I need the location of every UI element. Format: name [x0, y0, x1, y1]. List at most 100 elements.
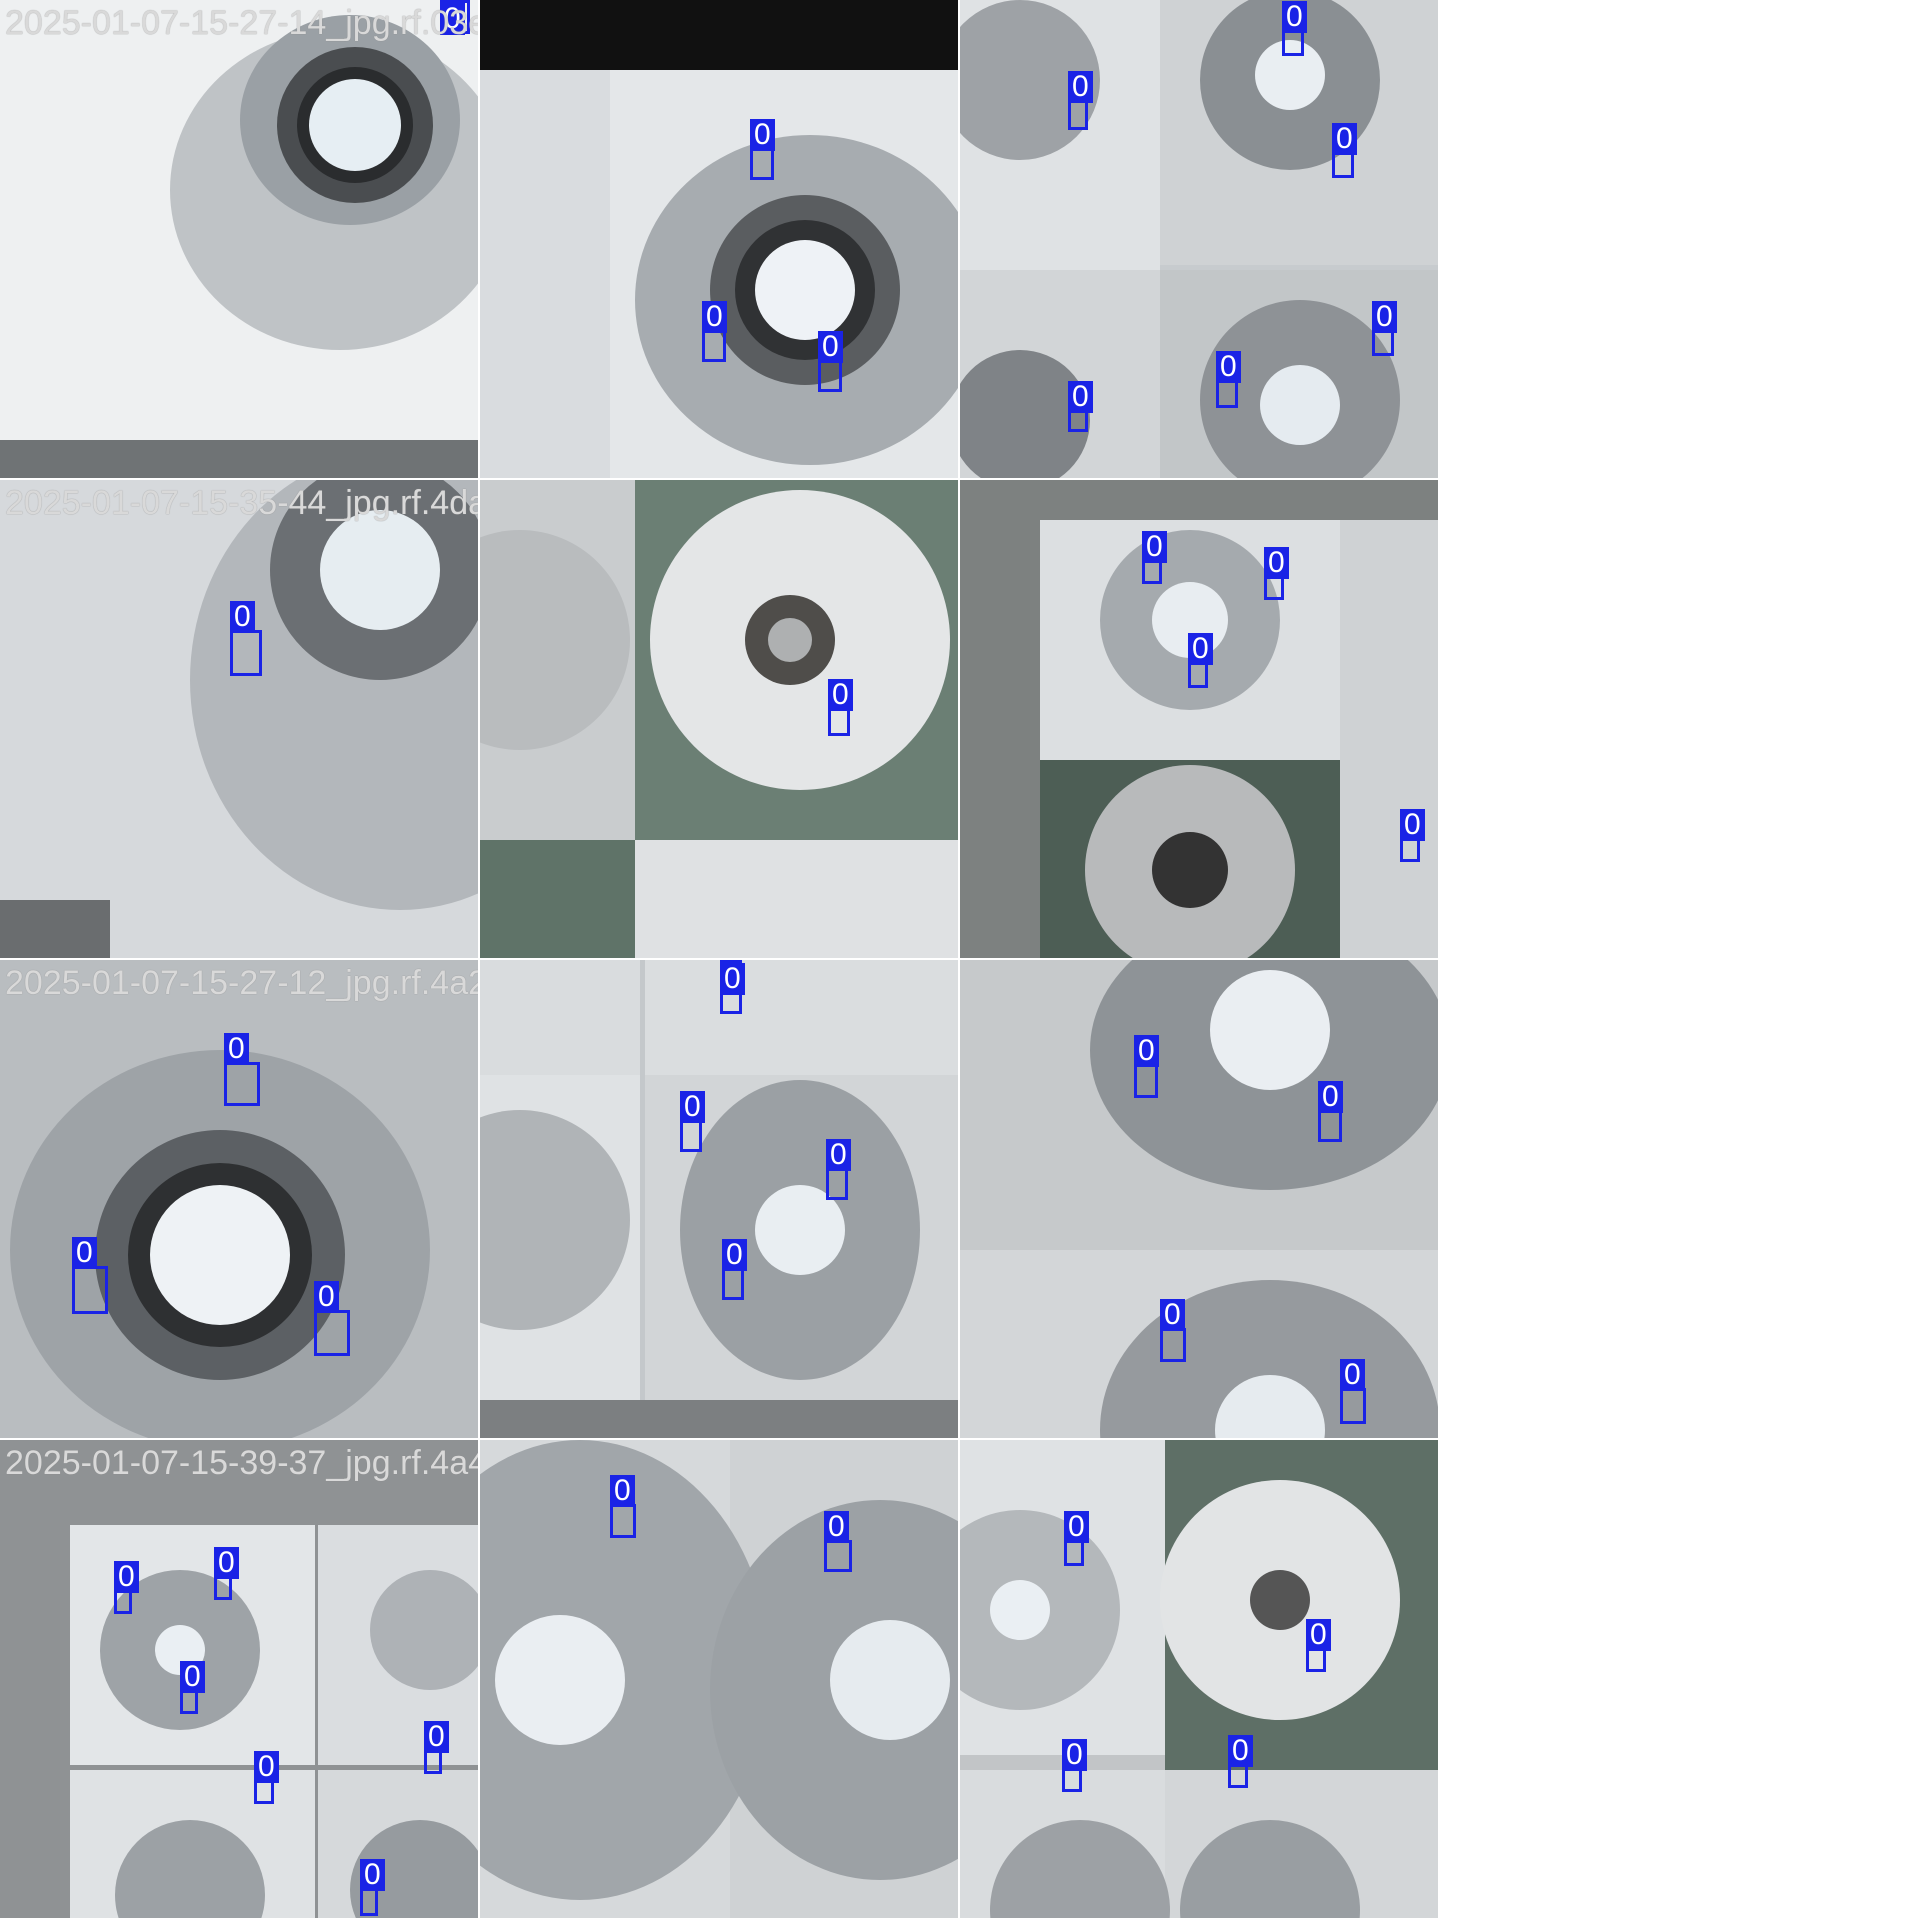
detection-class-label: 0: [214, 1547, 239, 1579]
mosaic-tile: 0 0 0 0: [960, 1440, 1440, 1920]
detection-class-label: 0: [440, 3, 465, 35]
detection-box: 0: [680, 1091, 705, 1152]
detection-class-label: 0: [1306, 1619, 1331, 1651]
detection-class-label: 0: [1188, 633, 1213, 665]
detection-class-label: 0: [1068, 71, 1093, 103]
detection-box: 0: [826, 1139, 851, 1200]
detection-box: 0: [424, 1721, 449, 1774]
detection-box: 0: [1332, 123, 1357, 178]
detection-class-label: 0: [1160, 1299, 1185, 1331]
detection-class-label: 0: [610, 1475, 635, 1507]
detection-box: 0: [1372, 301, 1397, 356]
detection-class-label: 0: [750, 119, 775, 151]
detection-box: 0: [610, 1475, 636, 1538]
detection-class-label: 0: [826, 1139, 851, 1171]
detection-class-label: 0: [230, 601, 255, 633]
detection-box: 0: [214, 1547, 239, 1600]
detection-class-label: 0: [1318, 1081, 1343, 1113]
detection-class-label: 0: [254, 1751, 279, 1783]
detection-class-label: 0: [818, 331, 843, 363]
detection-box: 0: [440, 0, 470, 35]
detection-class-label: 0: [424, 1721, 449, 1753]
detection-class-label: 0: [224, 1033, 249, 1065]
detection-class-label: 0: [1142, 531, 1167, 563]
detection-class-label: 0: [1264, 547, 1289, 579]
detection-box: 0: [72, 1237, 108, 1314]
detection-class-label: 0: [702, 301, 727, 333]
part-photo: [960, 480, 1438, 958]
detection-box: 0: [1400, 809, 1425, 862]
detection-box: 0: [1068, 71, 1093, 130]
part-photo: [0, 480, 478, 958]
detection-class-label: 0: [1332, 123, 1357, 155]
part-photo: [960, 960, 1438, 1438]
mosaic-tile: 0 0 0: [480, 0, 960, 480]
detection-box: 0: [1142, 531, 1167, 584]
detection-box: 0: [750, 119, 775, 180]
detection-box: 0: [722, 1239, 747, 1300]
detection-box: 0: [1340, 1359, 1366, 1424]
detection-class-label: 0: [828, 679, 853, 711]
mosaic-tile: 2025-01-07-15-27-14_jpg.rf.03e48f2d67116…: [0, 0, 480, 480]
detection-class-label: 0: [1400, 809, 1425, 841]
part-photo: [480, 0, 958, 478]
detection-box: 0: [1160, 1299, 1186, 1362]
detection-box: 0: [1188, 633, 1213, 688]
mosaic-tile: 0: [480, 480, 960, 960]
detection-box: 0: [314, 1281, 350, 1356]
detection-box: 0: [818, 331, 843, 392]
detection-class-label: 0: [680, 1091, 705, 1123]
detection-class-label: 0: [1068, 381, 1093, 413]
mosaic-tile: 0 0: [480, 1440, 960, 1920]
detection-box: 0: [180, 1661, 205, 1714]
part-photo: [480, 1440, 958, 1918]
mosaic-tile: 2025-01-07-15-35-44_jpg.rf.4da394f52aa5_…: [0, 480, 480, 960]
detection-box: 0: [114, 1561, 139, 1614]
detection-class-label: 0: [722, 1239, 747, 1271]
mosaic-tile: 2025-01-07-15-27-12_jpg.rf.4a25ec10b9e52…: [0, 960, 480, 1440]
mosaic-tile: 0 0 0 0: [480, 960, 960, 1440]
detection-box: 0: [1134, 1035, 1159, 1098]
detection-box: 0: [702, 301, 727, 362]
detection-class-label: 0: [1228, 1735, 1253, 1767]
detection-class-label: 0: [1062, 1739, 1087, 1771]
detection-class-label: 0: [1134, 1035, 1159, 1067]
mosaic-tile: 0 0 0 0 0 0: [960, 0, 1440, 480]
detection-class-label: 0: [360, 1859, 385, 1891]
detection-box: 0: [230, 601, 262, 676]
detection-class-label: 0: [114, 1561, 139, 1593]
part-photo: [960, 0, 1438, 478]
detection-box: 0: [1064, 1511, 1089, 1566]
detection-class-label: 0: [1216, 351, 1241, 383]
detection-class-label: 0: [1282, 1, 1307, 33]
mosaic-tile: 2025-01-07-15-39-37_jpg.rf.4a4f6b02ed7ce…: [0, 1440, 480, 1920]
detection-class-label: 0: [180, 1661, 205, 1693]
detection-box: 0: [254, 1751, 279, 1804]
detection-box: 0: [1216, 351, 1241, 408]
mosaic-tile: 0 0 0 0: [960, 480, 1440, 960]
part-photo: [480, 480, 958, 958]
detection-box: 0: [224, 1033, 260, 1106]
mosaic-tile: 0 0 0 0: [960, 960, 1440, 1440]
detection-box: 0: [824, 1511, 852, 1572]
detection-box: 0: [1318, 1081, 1343, 1142]
detection-class-label: 0: [314, 1281, 339, 1313]
detection-box: 0: [1264, 547, 1289, 600]
detection-box: 0: [360, 1859, 385, 1916]
detection-box: 0: [1282, 1, 1307, 56]
detection-box: 0: [1228, 1735, 1253, 1788]
part-photo: [0, 0, 478, 478]
detection-box: 0: [1062, 1739, 1087, 1792]
detection-class-label: 0: [72, 1237, 97, 1269]
part-photo: [960, 1440, 1438, 1918]
detection-class-label: 0: [1372, 301, 1397, 333]
detection-box: 0: [1306, 1619, 1331, 1672]
part-photo: [0, 1440, 478, 1918]
detection-class-label: 0: [824, 1511, 849, 1543]
detection-class-label: 0: [1340, 1359, 1365, 1391]
detection-box: 0: [828, 679, 853, 736]
part-photo: [480, 960, 958, 1438]
detection-class-label: 0: [1064, 1511, 1089, 1543]
detection-box: 0: [720, 960, 745, 1014]
mosaic-grid: 2025-01-07-15-27-14_jpg.rf.03e48f2d67116…: [0, 0, 1440, 1920]
